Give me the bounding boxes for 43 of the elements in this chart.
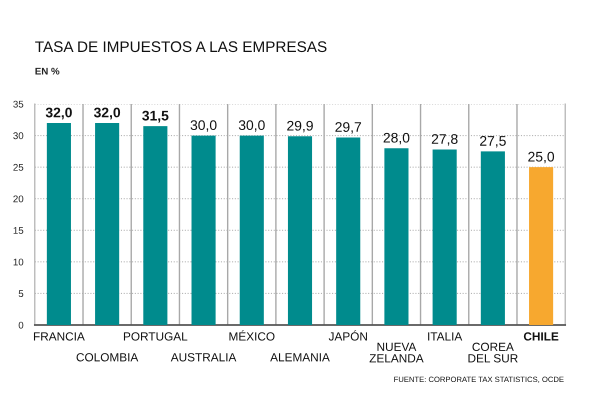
bar — [95, 122, 120, 325]
bar — [192, 136, 216, 325]
y-tick-label: 30 — [13, 132, 24, 140]
x-tick-label: COLOMBIA — [76, 353, 138, 362]
data-label: 28,0 — [384, 132, 410, 144]
y-tick-label: 25 — [13, 164, 24, 171]
y-tick-label: 0 — [18, 322, 24, 329]
data-label: 32,0 — [46, 108, 72, 120]
data-label: 32,0 — [94, 108, 120, 120]
x-tick-label: AUSTRALIA — [170, 353, 236, 362]
bar — [240, 136, 264, 325]
x-tick-label: PORTUGAL — [124, 332, 188, 341]
bar — [143, 126, 168, 325]
data-label: 25,0 — [528, 152, 554, 164]
x-tick-label: ALEMANIA — [270, 353, 330, 362]
data-label: 30,0 — [190, 120, 217, 132]
x-tick-label: FRANCIA — [34, 332, 85, 341]
bar — [529, 167, 554, 325]
data-label: 27,5 — [480, 136, 506, 148]
y-tick-label: 5 — [18, 290, 24, 298]
x-tick-label: CHILE — [524, 332, 558, 341]
x-tick-label: ITALIA — [428, 332, 462, 340]
x-tick-label: NUEVA ZELANDA — [370, 342, 424, 362]
data-label: 27,8 — [432, 134, 458, 146]
x-tick-label: MÉXICO — [229, 330, 274, 341]
y-tick-label: 35 — [13, 100, 24, 108]
x-tick-label: JAPÓN — [328, 330, 367, 341]
x-tick-label: COREA DEL SUR — [468, 342, 518, 362]
data-label: 30,0 — [238, 120, 265, 132]
bar — [288, 136, 312, 325]
data-label: 29,7 — [335, 122, 362, 134]
data-label: 31,5 — [142, 110, 168, 123]
y-tick-label: 20 — [13, 195, 24, 202]
chart-title: TASA DE IMPUESTOS A LAS EMPRESAS — [35, 41, 326, 52]
bar — [432, 149, 457, 325]
bar — [384, 148, 408, 325]
bar — [336, 137, 360, 325]
y-tick-label: 15 — [14, 227, 24, 234]
y-tick-label: 10 — [14, 258, 24, 266]
bar — [480, 151, 505, 325]
chart-subtitle: EN % — [35, 68, 60, 75]
bar — [46, 122, 71, 325]
data-label: 29,9 — [287, 120, 313, 132]
